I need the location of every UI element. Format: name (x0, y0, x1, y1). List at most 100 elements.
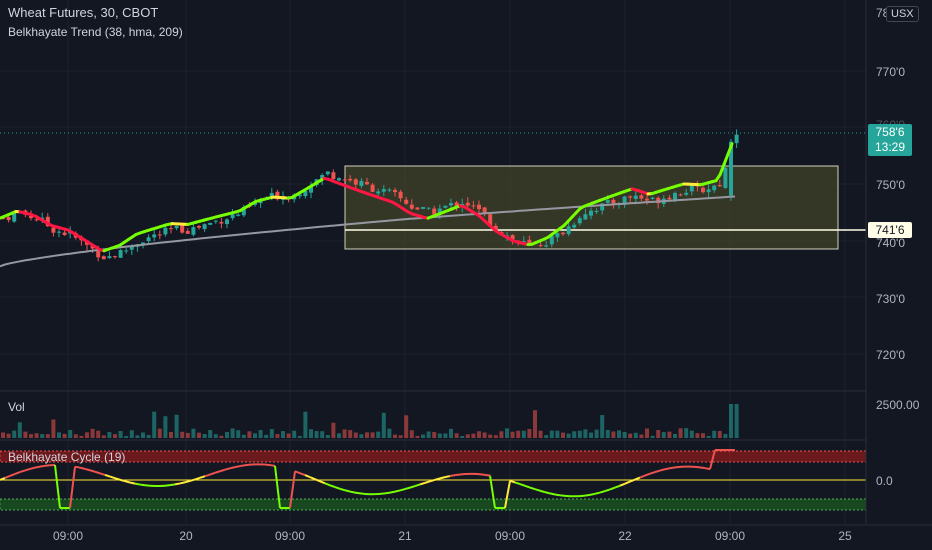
cycle-segment (224, 467, 231, 471)
cycle-segment (234, 465, 241, 469)
time-label-7: 25 (838, 529, 852, 543)
volume-bar (79, 435, 84, 438)
cycle-segment (294, 470, 301, 475)
volume-bar (202, 433, 207, 438)
cycle-indicator-title[interactable]: Belkhayate Cycle (19) (8, 450, 125, 464)
last-price-value: 758'6 (875, 125, 905, 139)
time-label-1: 20 (179, 529, 193, 543)
volume-bar (505, 428, 509, 438)
cycle-segment (584, 493, 591, 497)
candle-body (34, 219, 39, 221)
candle-body (611, 199, 616, 204)
candle-body (521, 241, 526, 243)
volume-bar (12, 430, 17, 438)
cycle-segment (239, 464, 246, 468)
cycle-segment (389, 490, 396, 494)
cycle-segment (619, 482, 626, 487)
cycle-segment (594, 491, 601, 495)
trend-indicator-title[interactable]: Belkhayate Trend (38, hma, 209) (8, 25, 183, 39)
cycle-segment (349, 490, 356, 494)
candle-body (639, 195, 644, 199)
volume-bar (594, 429, 599, 438)
candle-body (673, 192, 677, 201)
volume-bar (712, 430, 717, 438)
volume-bar (460, 435, 465, 438)
candle-body (197, 226, 201, 228)
cycle-segment (614, 484, 621, 489)
cycle-segment (704, 467, 711, 471)
volume-bar (163, 416, 168, 438)
volume-bar (684, 428, 689, 438)
candle-body (605, 200, 610, 203)
cycle-segment (114, 477, 121, 481)
candle-body (527, 239, 532, 244)
cycle-segment (479, 473, 486, 476)
cycle-segment (119, 478, 126, 483)
volume-bar (17, 422, 22, 438)
cycle-segment (179, 481, 186, 485)
candle-body (169, 228, 173, 230)
candle-body (129, 246, 134, 250)
cycle-segment (84, 467, 91, 472)
volume-bar (314, 431, 319, 438)
candle-body (449, 203, 453, 206)
cycle-segment (439, 476, 446, 480)
candle-body (57, 231, 61, 233)
cycle-segment (14, 471, 21, 475)
time-label-2: 09:00 (274, 529, 306, 543)
currency-badge[interactable]: USX (886, 6, 919, 22)
candle-body (482, 207, 487, 214)
volume-bar (454, 433, 459, 438)
volume-bar (639, 434, 644, 438)
candle-body (376, 191, 381, 194)
volume-bar (45, 434, 50, 438)
candle-body (589, 210, 593, 216)
volume-bar (695, 433, 700, 438)
candle-body (342, 179, 347, 181)
symbol-title[interactable]: Wheat Futures, 30, CBOT (8, 5, 159, 20)
volume-bar (583, 429, 588, 438)
candle-body (180, 225, 185, 233)
candle-body (6, 216, 11, 221)
candle-body (488, 214, 493, 226)
volume-bar (303, 411, 308, 438)
cycle-indicator-param: (19) (104, 450, 126, 464)
cycle-segment (709, 449, 716, 470)
belkhayate-trend-line (0, 142, 734, 253)
volume-bar (353, 432, 358, 438)
volume-bar (723, 433, 728, 438)
volume-bar (281, 431, 285, 438)
volume-bar (219, 435, 224, 438)
cycle-segment (409, 485, 416, 489)
cycle-segment (664, 467, 671, 471)
volume-bar (443, 433, 448, 438)
volume-bar (309, 429, 313, 438)
candle-body (549, 236, 554, 245)
volume-bar (174, 414, 179, 438)
cycle-segment (399, 488, 406, 492)
volume-bar (633, 432, 638, 438)
cycle-segment (379, 492, 386, 495)
volume-bar (141, 432, 145, 438)
volume-label[interactable]: Vol (8, 400, 25, 414)
cycle-segment (319, 480, 326, 485)
volume-bar (241, 434, 246, 438)
cycle-segment (69, 466, 76, 509)
cycle-segment (649, 471, 656, 475)
volume-bar (409, 430, 414, 438)
candle-body (213, 220, 218, 222)
cycle-segment (204, 473, 211, 478)
belkhayate-cycle-line (0, 449, 735, 509)
candle-body (734, 134, 739, 144)
candle-body (510, 235, 515, 240)
volume-bar (107, 432, 112, 438)
cycle-segment (669, 466, 676, 470)
volume-bar (628, 433, 633, 438)
candle-body (421, 207, 425, 209)
cycle-segment (79, 466, 86, 470)
volume-bar (68, 430, 73, 438)
candle-body (51, 227, 56, 233)
bar-countdown: 13:29 (874, 140, 906, 154)
cycle-segment (304, 474, 311, 479)
